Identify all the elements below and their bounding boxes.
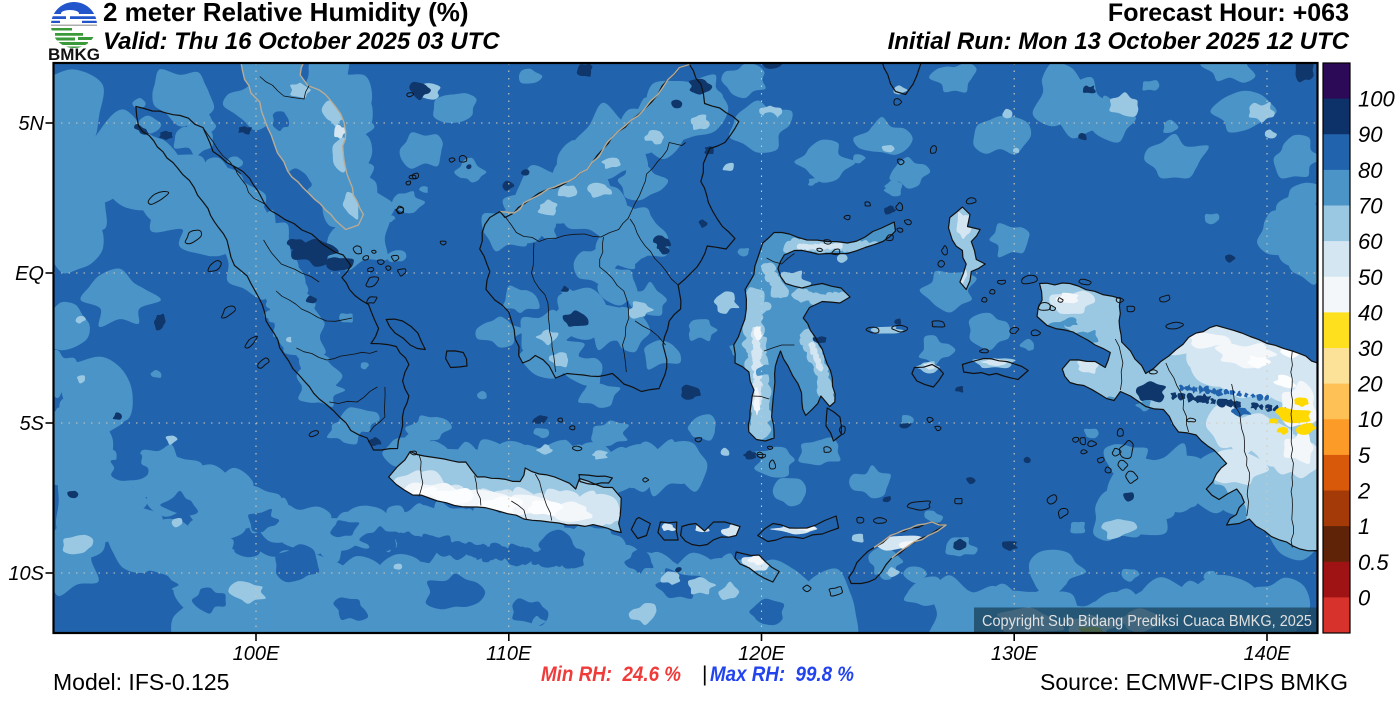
svg-text:Valid: Thu 16 October 2025 03: Valid: Thu 16 October 2025 03 UTC: [103, 28, 500, 55]
svg-text:130E: 130E: [991, 643, 1038, 665]
svg-text:50: 50: [1358, 265, 1383, 290]
svg-text:80: 80: [1358, 158, 1383, 183]
svg-text:110E: 110E: [486, 643, 532, 665]
svg-text:10: 10: [1358, 407, 1383, 432]
svg-text:120E: 120E: [738, 643, 785, 665]
svg-text:|: |: [702, 663, 707, 686]
svg-text:EQ: EQ: [15, 263, 44, 285]
svg-text:2: 2: [1357, 479, 1370, 504]
svg-text:2 meter Relative Humidity (%): 2 meter Relative Humidity (%): [103, 0, 469, 27]
svg-text:140E: 140E: [1244, 643, 1291, 665]
svg-text:5: 5: [1358, 443, 1371, 468]
svg-text:BMKG: BMKG: [48, 45, 100, 64]
svg-text:0.5: 0.5: [1358, 550, 1389, 575]
svg-text:20: 20: [1357, 372, 1383, 397]
svg-text:40: 40: [1358, 300, 1383, 325]
svg-text:70: 70: [1358, 194, 1383, 219]
svg-text:60: 60: [1358, 229, 1383, 254]
svg-text:1: 1: [1358, 514, 1370, 539]
svg-text:Copyright Sub Bidang Prediksi: Copyright Sub Bidang Prediksi Cuaca BMKG…: [982, 613, 1312, 630]
svg-text:5S: 5S: [20, 413, 45, 435]
svg-text:Initial Run: Mon 13 October 20: Initial Run: Mon 13 October 2025 12 UTC: [888, 28, 1350, 55]
svg-text:100: 100: [1358, 87, 1395, 112]
svg-text:0: 0: [1358, 585, 1371, 610]
svg-text:30: 30: [1358, 336, 1383, 361]
svg-text:Model: IFS-0.125: Model: IFS-0.125: [53, 669, 229, 695]
svg-text:Source: ECMWF-CIPS BMKG: Source: ECMWF-CIPS BMKG: [1040, 669, 1348, 695]
svg-text:10S: 10S: [8, 563, 44, 585]
svg-text:100E: 100E: [233, 643, 280, 665]
svg-text:Min RH: 24.6 %: Min RH: 24.6 %: [541, 663, 681, 686]
svg-text:Max RH: 99.8 %: Max RH: 99.8 %: [710, 663, 854, 686]
svg-text:90: 90: [1358, 122, 1383, 147]
svg-text:5N: 5N: [18, 113, 44, 135]
svg-text:Forecast Hour: +063: Forecast Hour: +063: [1108, 0, 1349, 27]
